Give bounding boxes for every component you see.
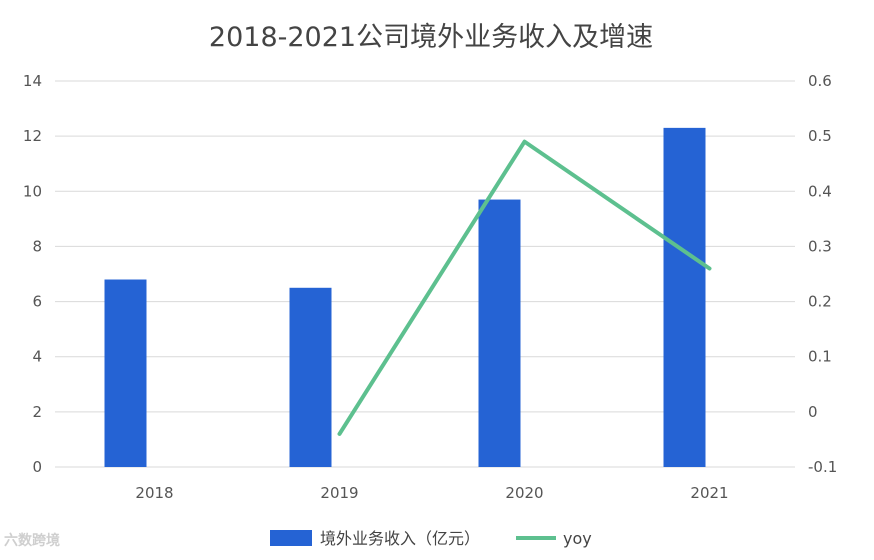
x-tick-label: 2019 — [320, 484, 358, 502]
left-tick-label: 12 — [23, 127, 42, 145]
yoy-line — [337, 139, 712, 436]
bar — [289, 287, 332, 467]
right-axis-ticks: -0.1 0 0.1 0.2 0.3 0.4 0.5 0.6 — [808, 72, 837, 476]
left-axis-ticks: 0 2 4 6 8 10 12 14 — [23, 72, 42, 476]
right-tick-label: 0.4 — [808, 182, 832, 200]
x-tick-label: 2018 — [135, 484, 173, 502]
left-tick-label: 0 — [32, 458, 42, 476]
right-tick-label: -0.1 — [808, 458, 837, 476]
watermark: 六数跨境 — [4, 533, 60, 549]
bar — [663, 127, 706, 467]
legend: 境外业务收入（亿元） yoy — [270, 529, 592, 548]
x-tick-label: 2021 — [690, 484, 728, 502]
right-tick-label: 0.3 — [808, 237, 832, 255]
bar — [104, 279, 147, 467]
right-tick-label: 0 — [808, 403, 818, 421]
left-tick-label: 6 — [32, 293, 42, 311]
left-tick-label: 4 — [32, 348, 42, 366]
x-tick-label: 2020 — [505, 484, 543, 502]
left-tick-label: 14 — [23, 72, 42, 90]
legend-line-label: yoy — [563, 529, 592, 548]
x-axis-ticks: 2018 2019 2020 2021 — [135, 484, 728, 502]
line-series — [337, 139, 712, 436]
bar-series — [104, 127, 706, 468]
left-tick-label: 8 — [32, 237, 42, 255]
right-tick-label: 0.6 — [808, 72, 832, 90]
right-tick-label: 0.5 — [808, 127, 832, 145]
legend-bar-label: 境外业务收入（亿元） — [320, 529, 480, 548]
legend-bar-swatch — [270, 530, 312, 546]
left-tick-label: 10 — [23, 182, 42, 200]
bar — [478, 199, 521, 468]
right-tick-label: 0.1 — [808, 348, 832, 366]
right-tick-label: 0.2 — [808, 293, 832, 311]
chart-title: 2018-2021公司境外业务收入及增速 — [209, 22, 653, 53]
left-tick-label: 2 — [32, 403, 42, 421]
gridlines — [55, 80, 795, 468]
